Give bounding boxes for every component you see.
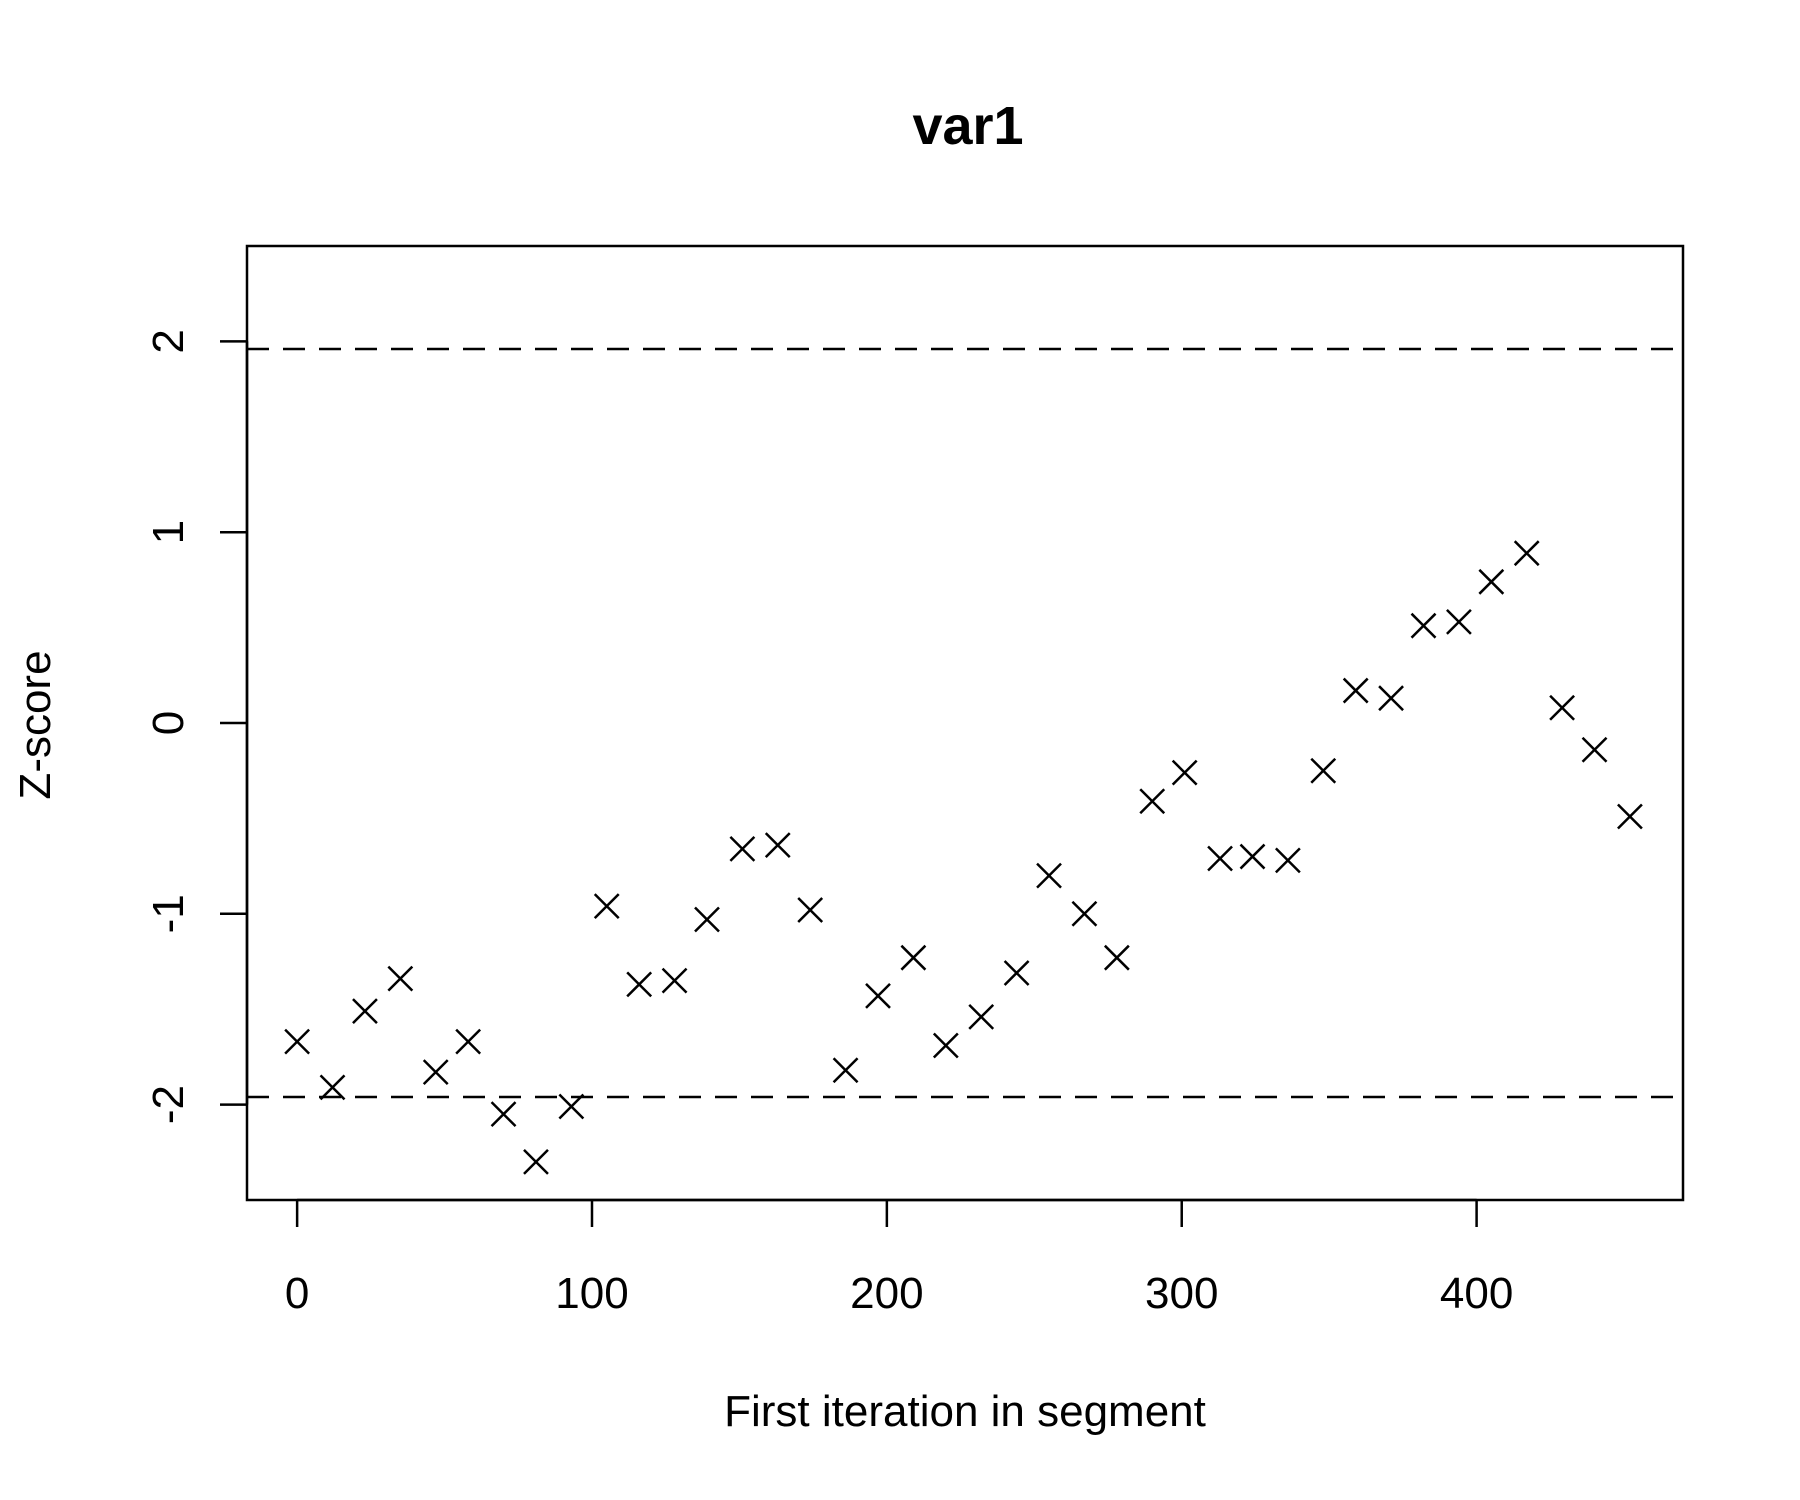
data-point [729, 836, 756, 862]
plot-frame [245, 244, 1685, 1202]
x-tick-label: 0 [285, 1269, 309, 1318]
data-point [1446, 608, 1472, 635]
y-tick-label: 1 [144, 520, 193, 544]
data-point [1207, 845, 1233, 872]
data-point [932, 1032, 959, 1059]
y-tick-label: 0 [144, 711, 193, 735]
data-point [1036, 862, 1062, 889]
data-point [626, 971, 653, 998]
data-point [1310, 757, 1337, 784]
data-points [284, 540, 1643, 1175]
data-point [593, 893, 620, 920]
data-point [490, 1101, 517, 1128]
x-tick-label: 100 [555, 1269, 628, 1318]
data-point [1410, 612, 1437, 639]
data-point [352, 998, 378, 1024]
y-axis-label: Z-score [11, 650, 60, 799]
data-point [900, 944, 927, 971]
reference-lines [247, 347, 1683, 1099]
data-point [1378, 685, 1404, 712]
data-point [865, 982, 891, 1009]
data-point [284, 1028, 311, 1055]
data-point [558, 1093, 585, 1120]
data-point [1171, 759, 1198, 786]
data-point [1478, 568, 1505, 595]
data-point [764, 832, 791, 858]
data-point [319, 1074, 346, 1101]
data-point [1071, 900, 1098, 927]
data-point [1003, 960, 1030, 986]
data-point [1581, 736, 1608, 763]
x-tick-label: 200 [850, 1269, 923, 1318]
data-point [1513, 540, 1540, 567]
data-point [1239, 843, 1266, 870]
data-point [1274, 847, 1301, 874]
x-axis-label: First iteration in segment [724, 1387, 1206, 1436]
chart-title: var1 [912, 96, 1023, 156]
data-point [1342, 677, 1369, 704]
data-point [422, 1059, 449, 1086]
data-point [797, 897, 824, 923]
data-point [455, 1028, 482, 1055]
x-tick-label: 300 [1145, 1269, 1218, 1318]
data-point [1549, 694, 1575, 721]
x-tick-label: 400 [1440, 1269, 1513, 1318]
data-point [661, 967, 688, 994]
data-point [1139, 788, 1166, 815]
data-point [1103, 944, 1130, 971]
data-point [968, 1003, 995, 1030]
y-tick-label: -2 [144, 1085, 193, 1124]
data-point [694, 906, 720, 933]
data-point [1617, 803, 1643, 830]
y-tick-label: 2 [144, 329, 193, 353]
x-axis: 0 100 200 300 400 [285, 1198, 1513, 1318]
data-point [832, 1057, 859, 1084]
data-point [523, 1148, 549, 1175]
data-point [387, 965, 414, 992]
y-tick-label: -1 [144, 894, 193, 933]
y-axis: -2 -1 0 1 2 [144, 329, 249, 1124]
